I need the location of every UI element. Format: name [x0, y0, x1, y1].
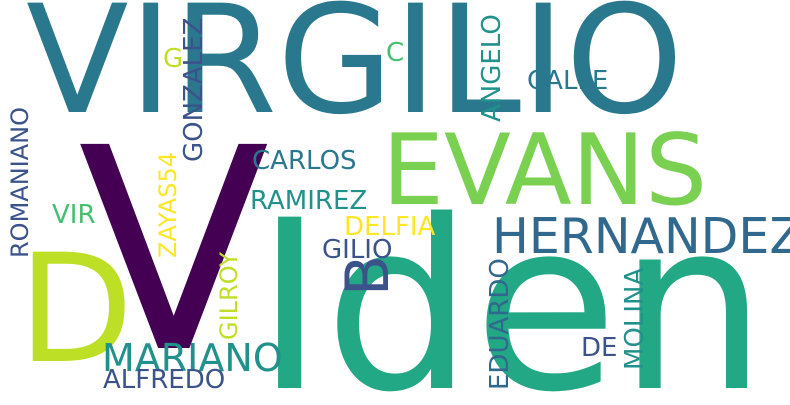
word-romaniano: ROMANIANO	[6, 107, 34, 258]
word-calle: CALLE	[527, 66, 609, 96]
word-g: G	[163, 44, 184, 74]
word-alfredo: ALFREDO	[103, 365, 226, 395]
word-iden: Iden	[255, 171, 767, 405]
word-evans: EVANS	[382, 114, 708, 228]
word-d: D	[18, 223, 134, 397]
word-molina: MOLINA	[620, 267, 650, 370]
word-mariano: MARIANO	[102, 336, 283, 380]
word-zayas54: ZAYAS54	[154, 152, 182, 258]
word-de: DE	[581, 333, 618, 363]
word-gilroy: GILROY	[215, 252, 243, 340]
word-gilio: GILIO	[322, 235, 393, 265]
word-virgilio: VIRGILIO	[26, 0, 684, 148]
word-vir: VIR	[52, 200, 96, 230]
word-ramirez: RAMIREZ	[250, 186, 368, 216]
word-c: C	[386, 38, 405, 68]
word-hernandez: HERNANDEZ	[492, 208, 790, 265]
word-angelo: ANGELO	[477, 14, 507, 122]
word-gonzalez: GONZALEZ	[179, 17, 209, 162]
word-delfia: DELFIA	[344, 212, 436, 242]
word-eduardo: EDUARDO	[485, 258, 515, 390]
word-v: V	[78, 89, 270, 405]
word-carlos: CARLOS	[252, 146, 357, 176]
